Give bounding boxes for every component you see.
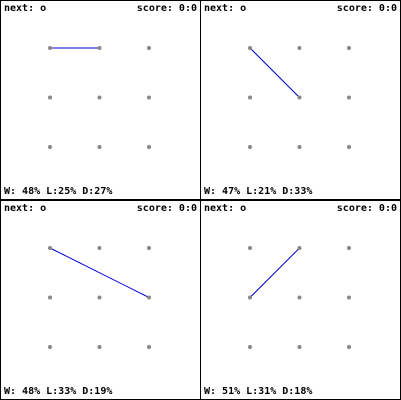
grid-dot[interactable] xyxy=(297,46,302,50)
game-panel[interactable]: next: o score: 0:0 W: 51% L:31% D:18% xyxy=(200,200,401,400)
grid-dot[interactable] xyxy=(347,295,351,300)
grid-dot[interactable] xyxy=(248,295,252,300)
grid-dot[interactable] xyxy=(297,246,302,250)
played-line xyxy=(249,47,300,98)
dot-board[interactable] xyxy=(201,201,400,399)
grid-dot[interactable] xyxy=(147,145,151,149)
win-loss-draw-stats: W: 48% L:33% D:19% xyxy=(4,386,113,397)
dot-board[interactable] xyxy=(201,1,400,199)
win-loss-draw-stats: W: 48% L:25% D:27% xyxy=(4,186,113,197)
game-panel[interactable]: next: o score: 0:0 W: 48% L:33% D:19% xyxy=(0,200,201,400)
grid-dot[interactable] xyxy=(347,46,351,50)
grid-dot[interactable] xyxy=(147,345,151,349)
next-player-label: next: o xyxy=(4,3,47,14)
grid-dot[interactable] xyxy=(48,246,52,250)
dot-board[interactable] xyxy=(1,1,200,199)
grid-dot[interactable] xyxy=(347,345,351,349)
grid-dot[interactable] xyxy=(248,95,252,100)
grid-dot[interactable] xyxy=(48,345,52,349)
grid-dot[interactable] xyxy=(97,295,102,300)
played-line xyxy=(249,247,300,298)
grid-dot[interactable] xyxy=(97,145,102,149)
score-label: score: 0:0 xyxy=(136,203,197,214)
game-panel[interactable]: next: o score: 0:0 W: 48% L:25% D:27% xyxy=(0,0,201,200)
grid-dot[interactable] xyxy=(97,246,102,250)
grid-dot[interactable] xyxy=(347,246,351,250)
grid-dot[interactable] xyxy=(248,246,252,250)
grid-dot[interactable] xyxy=(147,46,151,50)
win-loss-draw-stats: W: 51% L:31% D:18% xyxy=(204,386,313,397)
grid-dot[interactable] xyxy=(48,295,52,300)
grid-dot[interactable] xyxy=(48,95,52,100)
dot-board[interactable] xyxy=(1,201,200,399)
next-player-label: next: o xyxy=(4,203,47,214)
grid-dot[interactable] xyxy=(97,95,102,100)
grid-dot[interactable] xyxy=(248,46,252,50)
grid-dot[interactable] xyxy=(347,95,351,100)
grid-dot[interactable] xyxy=(248,345,252,349)
score-label: score: 0:0 xyxy=(336,3,397,14)
score-label: score: 0:0 xyxy=(136,3,197,14)
grid-dot[interactable] xyxy=(248,145,252,149)
grid-dot[interactable] xyxy=(297,345,302,349)
win-loss-draw-stats: W: 47% L:21% D:33% xyxy=(204,186,313,197)
grid-dot[interactable] xyxy=(97,46,102,50)
grid-dot[interactable] xyxy=(48,145,52,149)
grid-dot[interactable] xyxy=(297,95,302,100)
score-label: score: 0:0 xyxy=(336,203,397,214)
grid-dot[interactable] xyxy=(347,145,351,149)
grid-dot[interactable] xyxy=(147,246,151,250)
grid-dot[interactable] xyxy=(97,345,102,349)
next-player-label: next: o xyxy=(204,3,247,14)
grid-dot[interactable] xyxy=(48,46,52,50)
grid-dot[interactable] xyxy=(147,95,151,100)
next-player-label: next: o xyxy=(204,203,247,214)
game-panel[interactable]: next: o score: 0:0 W: 47% L:21% D:33% xyxy=(200,0,401,200)
grid-dot[interactable] xyxy=(297,295,302,300)
played-line xyxy=(49,247,150,298)
grid-dot[interactable] xyxy=(147,295,151,300)
grid-dot[interactable] xyxy=(297,145,302,149)
